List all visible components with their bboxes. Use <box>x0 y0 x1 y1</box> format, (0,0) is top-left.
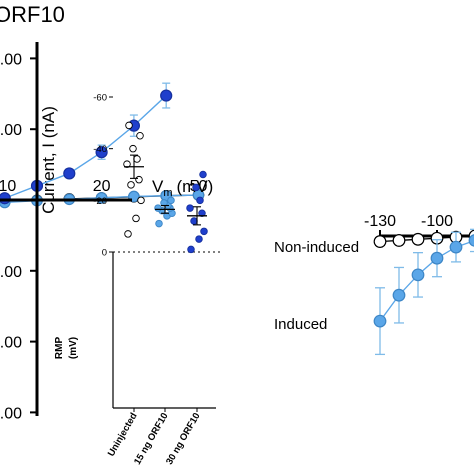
inset-y-tick-label: -40 <box>93 144 107 155</box>
main-y-axis-label: Current, I (nA) <box>39 106 58 214</box>
right-content: -130 -100 <box>364 213 474 356</box>
inset-data-point <box>135 175 143 184</box>
inset-y-tick-label: -20 <box>93 196 107 207</box>
inset-data-point <box>192 183 200 192</box>
main-series-line <box>0 95 167 200</box>
main-x-tick-label: 20 <box>93 178 111 195</box>
right-x-tick-label: -100 <box>421 213 453 230</box>
right-series-line <box>379 240 474 322</box>
inset-data-point <box>167 196 175 205</box>
main-x-tick-label: -10 <box>0 178 16 195</box>
inset-data-point <box>136 131 144 140</box>
right-x-tick-label: -130 <box>364 213 396 230</box>
inset-data-point <box>196 196 204 205</box>
right-data-point <box>373 314 387 328</box>
main-y-tick-label: -6.00 <box>0 405 22 422</box>
main-y-tick-label: -2.00 <box>0 264 22 281</box>
inset-data-point <box>124 230 132 238</box>
right-data-point <box>449 240 463 254</box>
inset-data-point <box>127 181 135 189</box>
inset-data-point <box>195 235 203 243</box>
inset-data-point <box>129 144 137 153</box>
inset-data-point <box>200 227 208 236</box>
inset-y-tick-label: 0 <box>102 248 107 259</box>
main-data-point <box>95 146 108 159</box>
legend-label-induced: Induced <box>274 316 327 333</box>
inset-y-label: RMP <box>54 337 65 360</box>
inset-data-point <box>125 121 133 130</box>
inset-data-point <box>199 170 207 179</box>
main-y-ticks: 4.00 2.00 -2.00 -4.00 -6.00 <box>0 51 37 422</box>
main-data-point <box>160 89 173 102</box>
inset-y-tick-label: -60 <box>93 93 107 104</box>
x-label-sub: m <box>163 187 172 199</box>
right-data-point <box>392 288 406 302</box>
inset-data-point <box>190 217 198 225</box>
right-data-point <box>468 234 474 247</box>
legend-label-non-induced: Non-induced <box>274 239 359 256</box>
inset-y-unit: (mV) <box>68 337 79 359</box>
iv-right-chart: -130 -100 Non-induced Induced <box>274 213 474 356</box>
inset-data-point <box>137 196 145 205</box>
inset-data-point <box>155 219 163 228</box>
right-data-point <box>411 232 425 246</box>
inset-x-tick-label: 30 ng ORF10 <box>164 411 203 467</box>
main-y-tick-label: 2.00 <box>0 122 22 139</box>
iv-main-chart: Current, I (nA) 4.002.00-2.00-4.00-6.00 … <box>0 42 213 422</box>
panel-title: ORF10 <box>0 2 65 27</box>
right-data-point <box>392 234 406 247</box>
inset-data-point <box>132 214 140 223</box>
main-data-point <box>0 192 11 205</box>
right-data-point <box>430 251 444 265</box>
x-label-v: V <box>152 177 164 196</box>
inset-data-point <box>133 155 141 163</box>
inset-data-point <box>160 199 168 207</box>
main-y-tick-label: 4.00 <box>0 51 22 68</box>
right-data-point <box>373 235 387 248</box>
main-x-axis-label: Vm(mV) <box>152 177 213 199</box>
inset-x-tick-label: Uninjected <box>106 411 140 459</box>
inset-data-point <box>186 204 194 212</box>
main-y-tick-label: -4.00 <box>0 335 22 352</box>
main-data-point <box>63 167 76 180</box>
inset-data-point <box>154 204 162 212</box>
right-data-point <box>411 268 425 282</box>
inset-data-point <box>198 209 206 217</box>
inset-data-point <box>187 245 195 254</box>
inset-data-point <box>123 160 131 168</box>
